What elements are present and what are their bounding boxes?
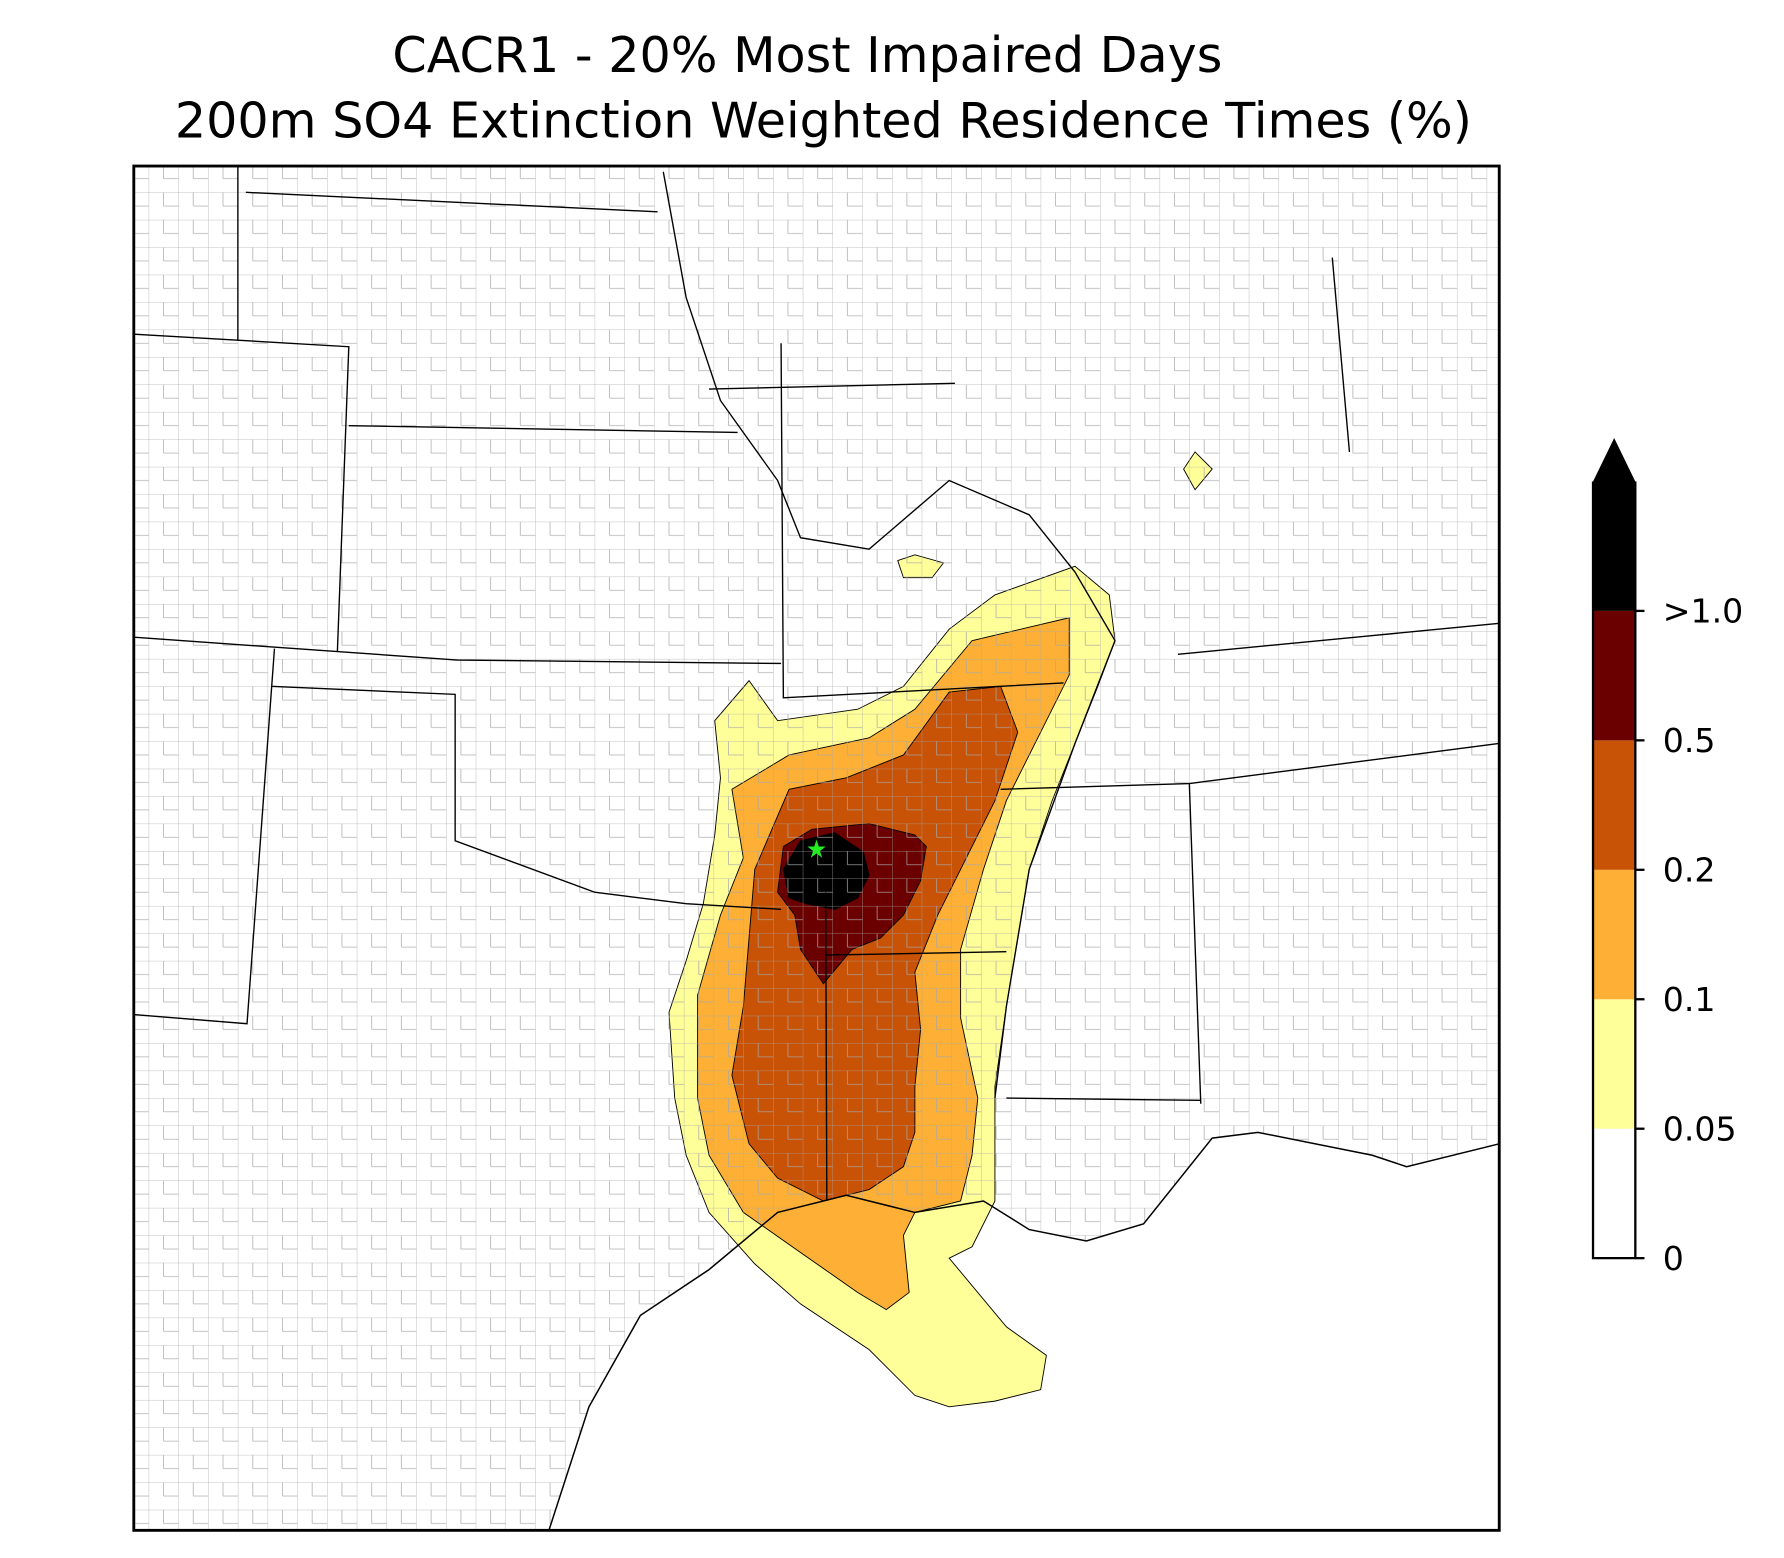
title-line: CACR1 - 20% Most Impaired Days <box>392 26 1222 84</box>
state-borders <box>133 166 1499 1201</box>
colorbar-segment <box>1593 481 1636 611</box>
colorbar-segment <box>1593 869 1636 1000</box>
colorbar-label: 0.1 <box>1663 980 1716 1019</box>
colorbar: 0 0.05 0.1 0.2 0.5 >1.0 <box>1591 437 1744 1278</box>
colorbar-label: 0.2 <box>1663 851 1716 890</box>
colorbar-extend <box>1593 437 1636 482</box>
colorbar-label: >1.0 <box>1663 592 1744 631</box>
colorbar-segment <box>1593 610 1636 741</box>
map-frame <box>132 164 1501 1532</box>
colorbar-label: 0 <box>1663 1239 1684 1278</box>
colorbar-label: 0.5 <box>1663 721 1716 760</box>
map-area <box>133 166 1500 1531</box>
site-marker <box>807 839 826 858</box>
coastline <box>548 1131 1500 1531</box>
colorbar-segment <box>1593 999 1636 1129</box>
colorbar-segment <box>1593 1128 1636 1259</box>
colorbar-segment <box>1593 740 1636 870</box>
title-line: 200m SO4 Extinction Weighted Residence T… <box>175 91 1472 149</box>
colorbar-label: 0.05 <box>1663 1109 1737 1148</box>
